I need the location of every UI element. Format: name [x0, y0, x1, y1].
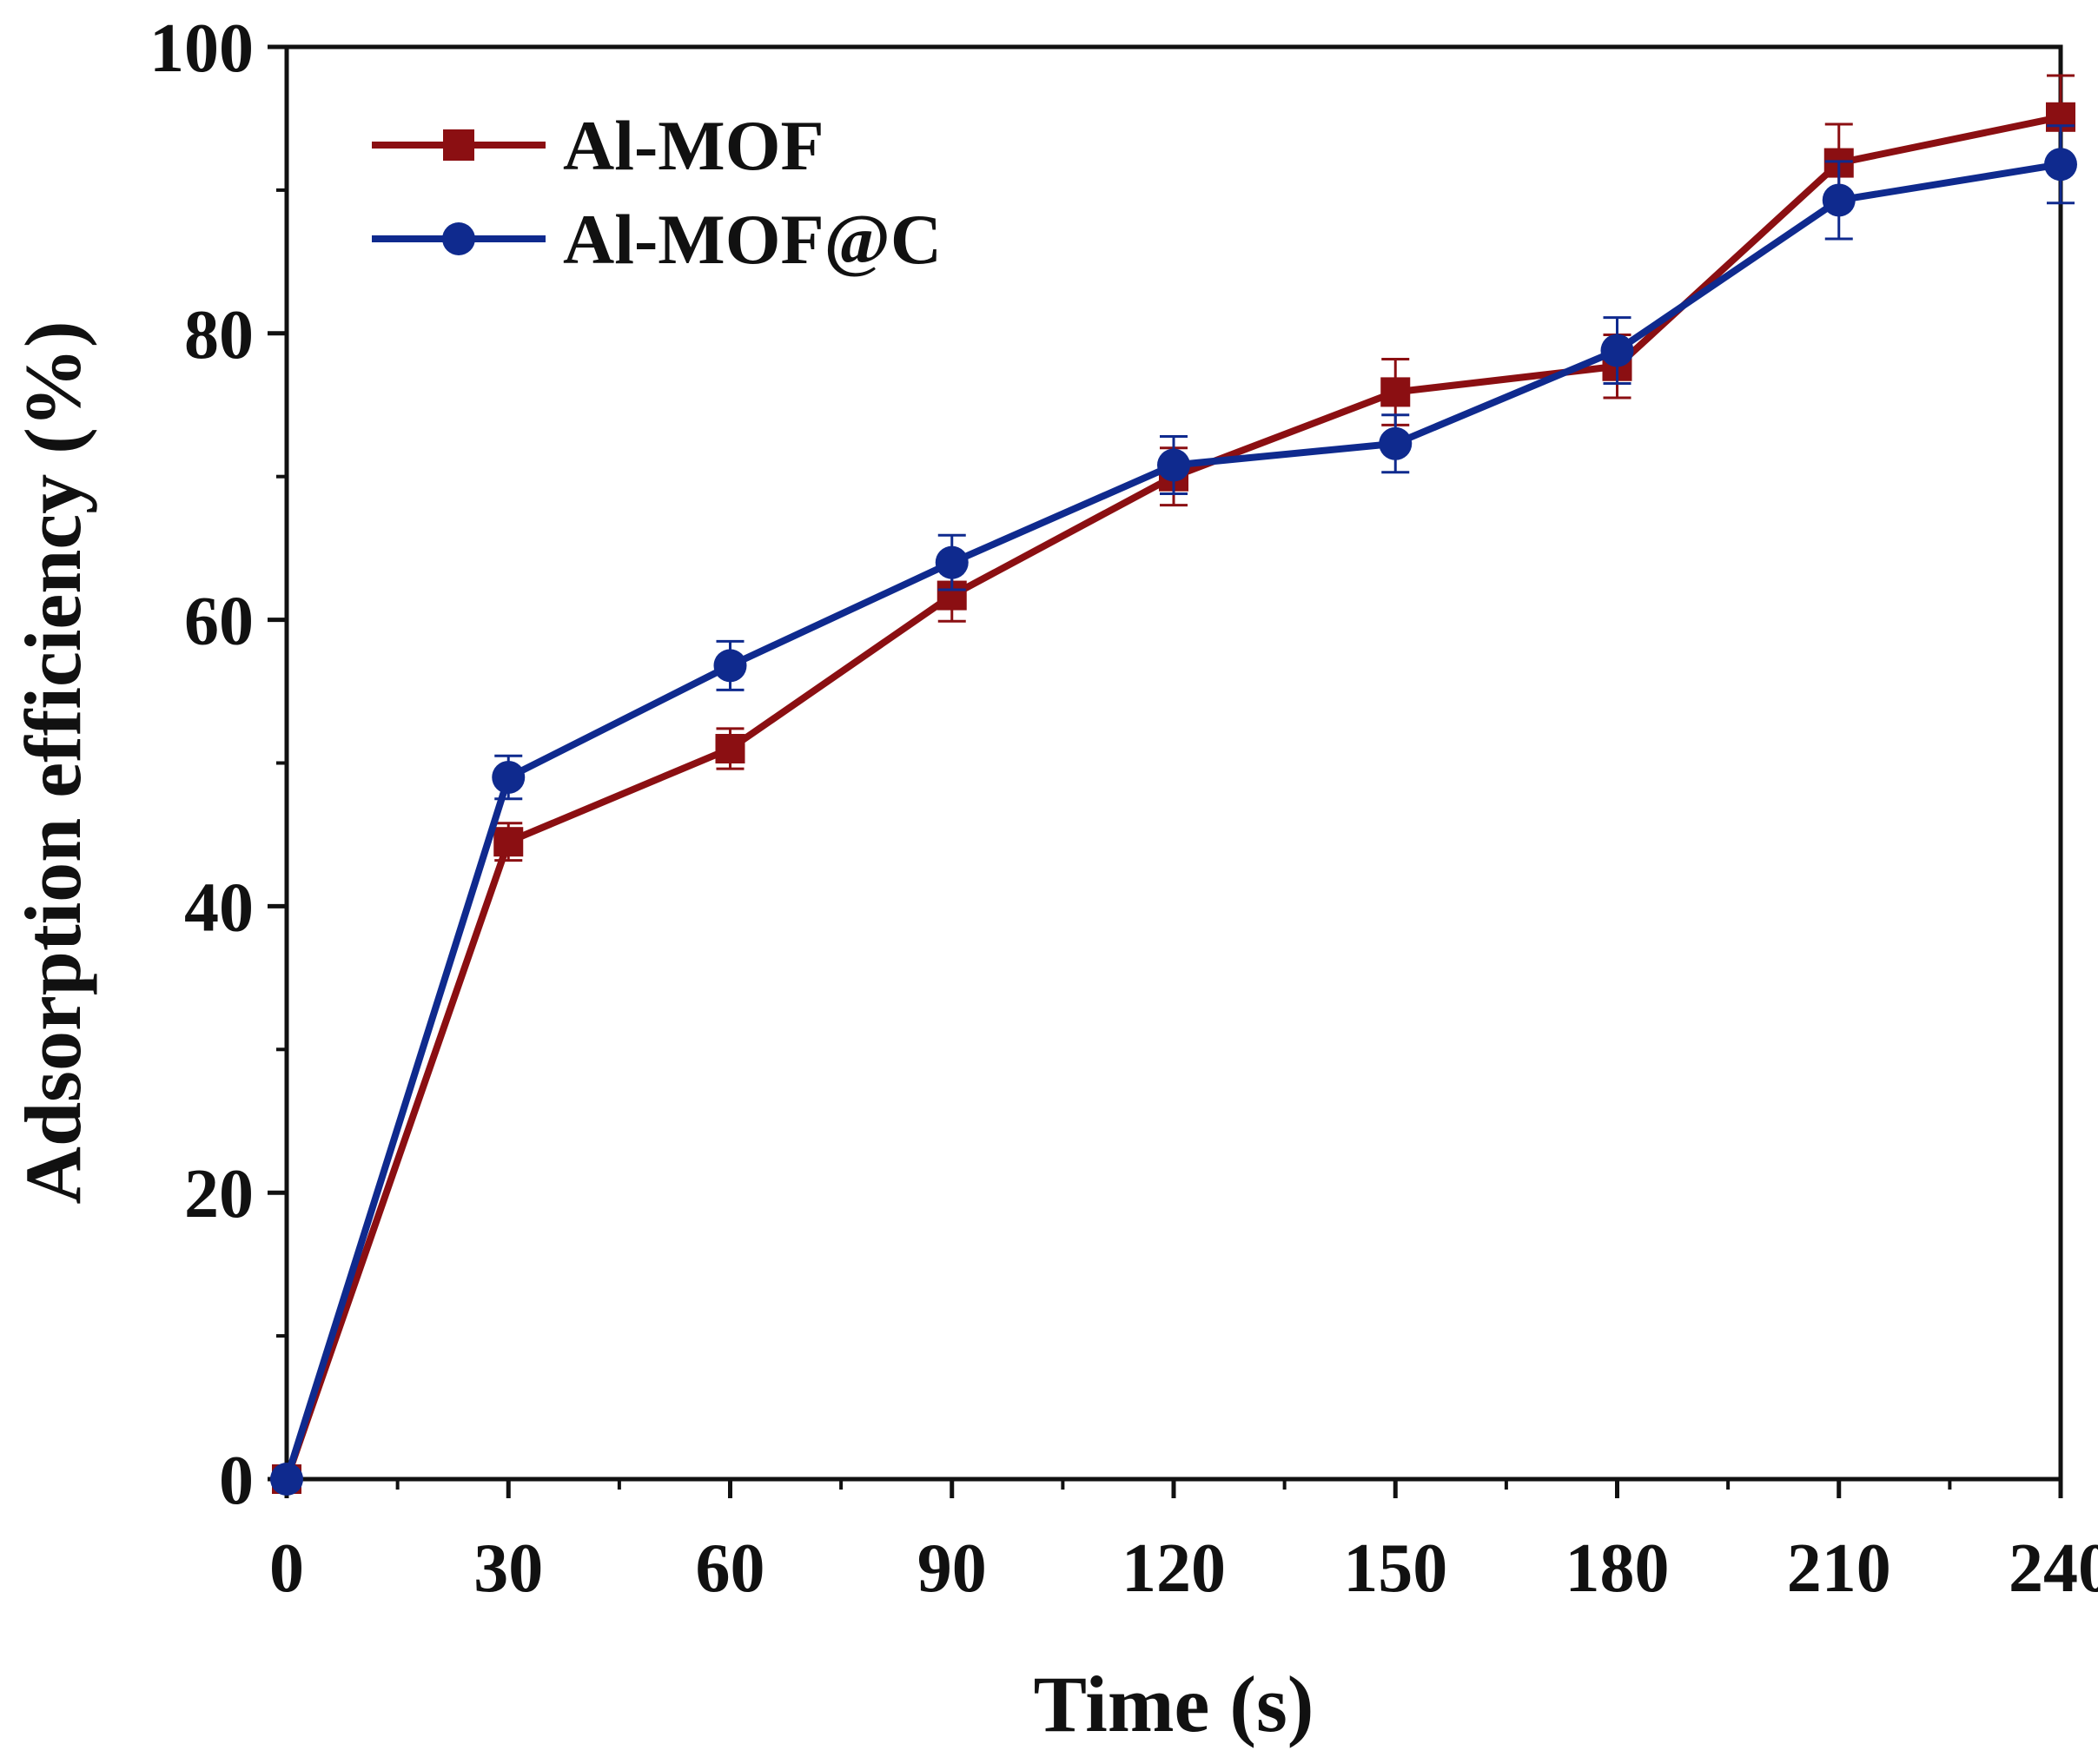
- legend-marker: [443, 129, 474, 161]
- x-tick-label: 120: [1122, 1530, 1226, 1607]
- x-tick-label: 0: [269, 1530, 304, 1607]
- legend-item-al-mof: Al-MOF: [372, 106, 824, 185]
- legend: Al-MOF Al-MOF@C: [372, 106, 942, 279]
- plot-area-border: [284, 44, 2063, 1482]
- x-tick-label: 150: [1343, 1530, 1447, 1607]
- data-point: [492, 760, 526, 794]
- x-tick-label: 240: [2009, 1530, 2098, 1607]
- legend-marker: [442, 222, 475, 255]
- y-tick-label: 80: [184, 297, 254, 373]
- legend-item-al-mof-c: Al-MOF@C: [372, 200, 942, 279]
- data-point: [493, 827, 524, 857]
- data-point: [2044, 148, 2077, 182]
- series-al-mof-c: [270, 124, 2077, 1496]
- y-tick-label: 0: [219, 1443, 254, 1519]
- x-tick-label: 210: [1787, 1530, 1891, 1607]
- legend-label: Al-MOF@C: [563, 200, 942, 279]
- series-line: [283, 113, 2062, 1481]
- data-point: [1157, 448, 1190, 482]
- data-point: [1379, 426, 1413, 460]
- x-axis-title: Time (s): [1034, 1660, 1314, 1748]
- data-point: [713, 649, 747, 683]
- x-tick-label: 180: [1565, 1530, 1670, 1607]
- x-tick-label: 30: [473, 1530, 543, 1607]
- x-tick-label: 60: [696, 1530, 765, 1607]
- series-layer: [270, 74, 2077, 1496]
- y-axis-ticks: 0 20 40 60 80 100: [149, 10, 287, 1519]
- legend-label: Al-MOF: [563, 106, 824, 185]
- x-tick-label: 90: [917, 1530, 987, 1607]
- series-al-mof: [272, 74, 2075, 1494]
- y-tick-label: 100: [149, 10, 254, 87]
- data-point: [715, 734, 745, 764]
- data-point: [1380, 377, 1411, 407]
- data-point: [935, 545, 969, 579]
- y-tick-label: 40: [184, 869, 254, 946]
- x-axis-ticks: 0 30 60 90 120 150 180 210 240: [269, 1479, 2098, 1607]
- y-tick-label: 60: [184, 584, 254, 660]
- data-point: [1822, 183, 1856, 217]
- data-point: [270, 1463, 303, 1496]
- y-axis-title: Adsorption efficiency (%): [9, 321, 97, 1205]
- data-point: [1600, 334, 1634, 367]
- plot-frame: [284, 44, 2063, 1482]
- y-tick-label: 20: [184, 1156, 254, 1232]
